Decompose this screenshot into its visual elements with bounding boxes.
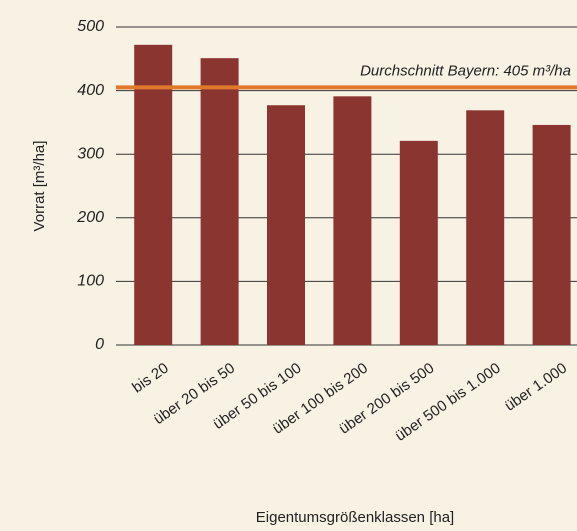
y-tick-label: 300 [77,145,104,162]
y-axis-label: Vorrat [m³/ha] [31,141,48,232]
x-axis-label: Eigentumsgrößenklassen [ha] [256,509,454,526]
y-tick-label: 100 [77,273,104,290]
y-tick-label: 0 [95,336,104,353]
bar [466,110,505,345]
bar [267,105,305,345]
y-tick-label: 500 [77,18,104,35]
y-tick-label: 200 [76,209,104,226]
x-tick-label: bis 20 [129,360,172,397]
x-tick-label: über 1.000 [502,360,571,415]
bar [532,124,571,345]
bar [200,58,239,345]
y-tick-label: 400 [77,82,104,99]
bar [333,96,372,345]
bar [134,44,173,346]
bar [399,140,438,345]
reference-label: Durchschnitt Bayern: 405 m³/ha [360,62,571,79]
